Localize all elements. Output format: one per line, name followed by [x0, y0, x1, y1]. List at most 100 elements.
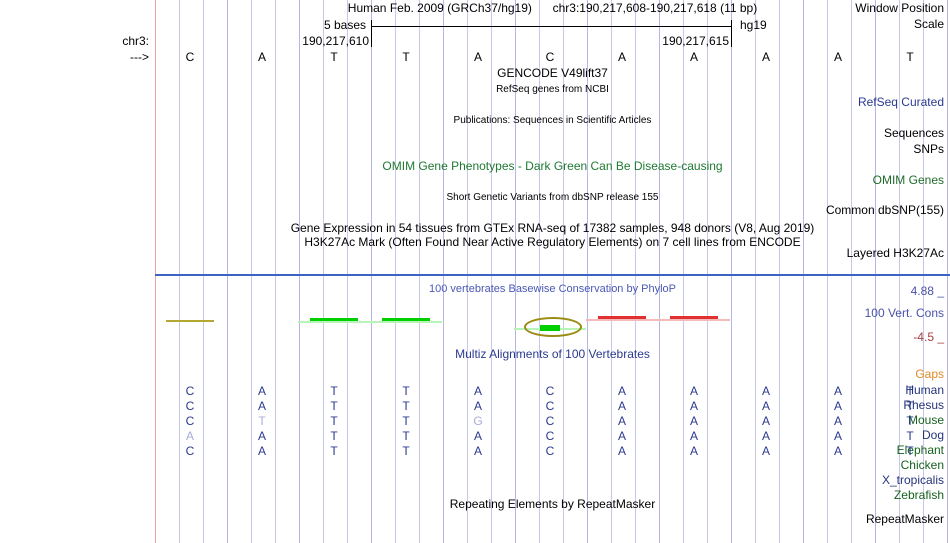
coordinate-tick-label: 190,217,610	[302, 34, 369, 48]
multiz-base: C	[545, 399, 555, 413]
gridline	[611, 0, 612, 543]
multiz-base: A	[257, 444, 266, 458]
multiz-species-label-chicken[interactable]: Chicken	[900, 458, 944, 472]
window-position-label: Window Position	[855, 1, 944, 15]
conservation-max-label: 4.88 _	[910, 284, 944, 298]
track-label-refseq-curated[interactable]: RefSeq Curated	[857, 95, 944, 109]
coordinate-tick-label: 190,217,615	[662, 34, 729, 48]
multiz-species-label-zebrafish[interactable]: Zebrafish	[893, 488, 944, 502]
gridline	[419, 0, 420, 543]
multiz-base: A	[257, 384, 266, 398]
scale-bases-label: 5 bases	[323, 18, 366, 32]
multiz-base: T	[330, 444, 338, 458]
position-text: chr3:190,217,608-190,217,618 (11 bp)	[552, 1, 758, 15]
conservation-bar[interactable]	[310, 318, 358, 321]
track-label-publications[interactable]: Sequences	[883, 126, 944, 140]
track-label-common-dbsnp[interactable]: Common dbSNP(155)	[825, 203, 944, 217]
multiz-base: A	[473, 429, 482, 443]
multiz-base: C	[185, 444, 195, 458]
ruler-base-letter: A	[689, 50, 698, 64]
gridline	[227, 0, 228, 543]
assembly-text: Human Feb. 2009 (GRCh37/hg19)	[347, 1, 532, 15]
multiz-base: C	[545, 444, 555, 458]
multiz-base: A	[689, 429, 698, 443]
multiz-base: A	[761, 444, 770, 458]
multiz-base: T	[330, 384, 338, 398]
track-label-repeatmasker[interactable]: RepeatMasker	[865, 512, 944, 526]
scale-bar	[371, 26, 731, 27]
multiz-base: T	[402, 444, 410, 458]
multiz-species-label-x_tropicalis[interactable]: X_tropicalis	[881, 473, 944, 487]
multiz-base: C	[545, 384, 555, 398]
scale-label: Scale	[913, 17, 944, 31]
gridline	[371, 0, 372, 543]
multiz-base: A	[761, 429, 770, 443]
multiz-base: C	[545, 414, 555, 428]
gridline	[203, 0, 204, 543]
scale-tick-left	[371, 20, 372, 33]
gridline	[275, 0, 276, 543]
multiz-base: A	[833, 429, 842, 443]
multiz-base: A	[833, 384, 842, 398]
multiz-species-label-rhesus[interactable]: Rhesus	[903, 398, 944, 412]
gridline	[731, 0, 732, 543]
track-label-layered-h3k27ac[interactable]: Layered H3K27Ac	[846, 246, 944, 260]
track-title-repeatmasker: Repeating Elements by RepeatMasker	[449, 497, 656, 511]
multiz-species-label-dog[interactable]: Dog	[921, 428, 944, 442]
multiz-base: T	[402, 414, 410, 428]
conservation-bar[interactable]	[382, 318, 430, 321]
track-title-publications: Publications: Sequences in Scientific Ar…	[453, 115, 652, 126]
conservation-bar[interactable]	[166, 320, 214, 322]
multiz-base: A	[257, 429, 266, 443]
track-label-snps[interactable]: SNPs	[913, 142, 944, 156]
gridline	[563, 0, 564, 543]
gridline	[251, 0, 252, 543]
ruler-base-letter: A	[761, 50, 770, 64]
track-title-common-dbsnp: Short Genetic Variants from dbSNP releas…	[446, 192, 659, 203]
track-label-omim-genes[interactable]: OMIM Genes	[872, 173, 944, 187]
multiz-base: A	[689, 414, 698, 428]
gridline	[539, 0, 540, 543]
multiz-species-label-elephant[interactable]: Elephant	[896, 443, 944, 457]
left-edge-rule	[155, 0, 156, 543]
ruler-base-letter: C	[545, 50, 555, 64]
multiz-base: G	[473, 414, 483, 428]
ruler-base-letter: T	[906, 50, 914, 64]
gridline	[659, 0, 660, 543]
multiz-base: A	[689, 444, 698, 458]
multiz-base: T	[330, 414, 338, 428]
gridline	[755, 0, 756, 543]
multiz-base: C	[185, 399, 195, 413]
multiz-base: T	[906, 384, 914, 398]
multiz-species-label-mouse[interactable]: Mouse	[907, 413, 944, 427]
multiz-base: A	[185, 429, 194, 443]
multiz-base: A	[617, 429, 626, 443]
gridline	[299, 0, 300, 543]
track-title-omim-genes: OMIM Gene Phenotypes - Dark Green Can Be…	[382, 159, 723, 173]
multiz-base: A	[617, 414, 626, 428]
multiz-species-label-human[interactable]: Human	[905, 383, 944, 397]
conservation-min-label: -4.5 _	[913, 330, 944, 344]
gridline	[635, 0, 636, 543]
multiz-base: A	[473, 444, 482, 458]
multiz-base: T	[402, 429, 410, 443]
conservation-bar[interactable]	[598, 316, 646, 319]
multiz-base: T	[402, 384, 410, 398]
gridline	[395, 0, 396, 543]
scale-row: 5 bases hg19	[0, 18, 950, 34]
conservation-bar[interactable]	[670, 316, 718, 319]
multiz-base: A	[833, 399, 842, 413]
ruler-base-letter: A	[833, 50, 842, 64]
ruler-base-letter: T	[330, 50, 338, 64]
multiz-base: T	[906, 444, 914, 458]
multiz-gaps-label[interactable]: Gaps	[915, 367, 944, 381]
conservation-top-line	[155, 274, 950, 276]
track-label-phylop-conservation[interactable]: 100 Vert. Cons	[864, 306, 944, 320]
ruler-base-letter: A	[257, 50, 266, 64]
multiz-base: A	[473, 384, 482, 398]
position-header: Human Feb. 2009 (GRCh37/hg19) chr3:190,2…	[155, 1, 950, 15]
multiz-base: A	[833, 444, 842, 458]
ruler-base-letter: A	[617, 50, 626, 64]
track-title-phylop-conservation: 100 vertebrates Basewise Conservation by…	[428, 283, 677, 295]
